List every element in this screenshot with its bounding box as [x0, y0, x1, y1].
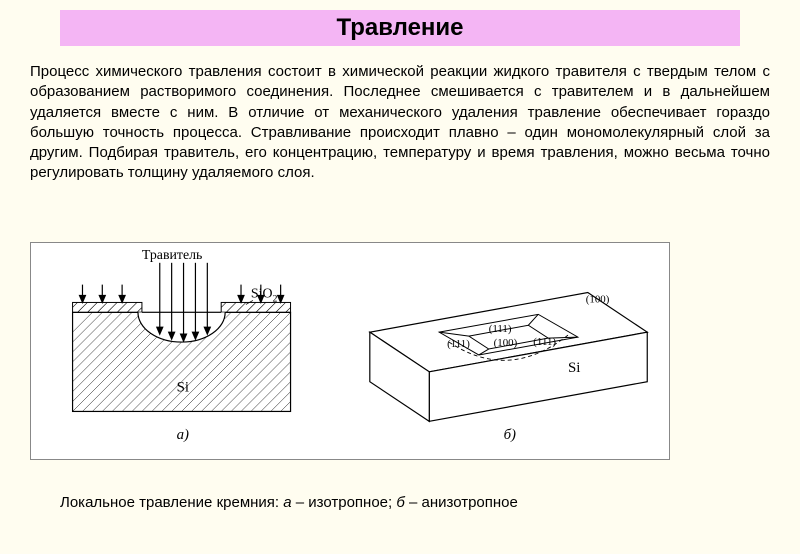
figure-container: Травитель SiO2 Si а) [30, 242, 670, 460]
etching-diagram: Травитель SiO2 Si а) [31, 243, 669, 459]
caption-b-text: – анизотропное [405, 494, 518, 511]
figure-caption: Локальное травление кремния: а – изотроп… [60, 494, 518, 511]
title-bar: Травление [60, 10, 740, 46]
panel-a: Травитель SiO2 Si а) [31, 248, 400, 443]
label-sio2: SiO2 [251, 286, 278, 304]
body-paragraph: Процесс химического травления состоит в … [30, 62, 770, 184]
label-111-1: (111) [489, 323, 512, 335]
caption-prefix: Локальное травление кремния: [60, 494, 283, 511]
panel-b: (100) (111) (111) (100) (111) Si б) [370, 293, 647, 444]
page-title: Травление [336, 14, 463, 42]
label-100-top: (100) [586, 293, 610, 305]
panel-letter-a: а) [177, 427, 189, 443]
label-111-3: (111) [533, 336, 556, 348]
label-111-2: (111) [447, 338, 470, 350]
panel-letter-b: б) [504, 427, 516, 443]
label-travitel: Травитель [142, 248, 202, 263]
caption-a-text: – изотропное; [292, 494, 397, 511]
caption-a-letter: а [283, 494, 291, 511]
label-100-bottom: (100) [494, 337, 518, 349]
caption-b-letter: б [396, 494, 404, 511]
label-si-b: Si [568, 360, 580, 376]
label-si-a: Si [177, 380, 189, 396]
